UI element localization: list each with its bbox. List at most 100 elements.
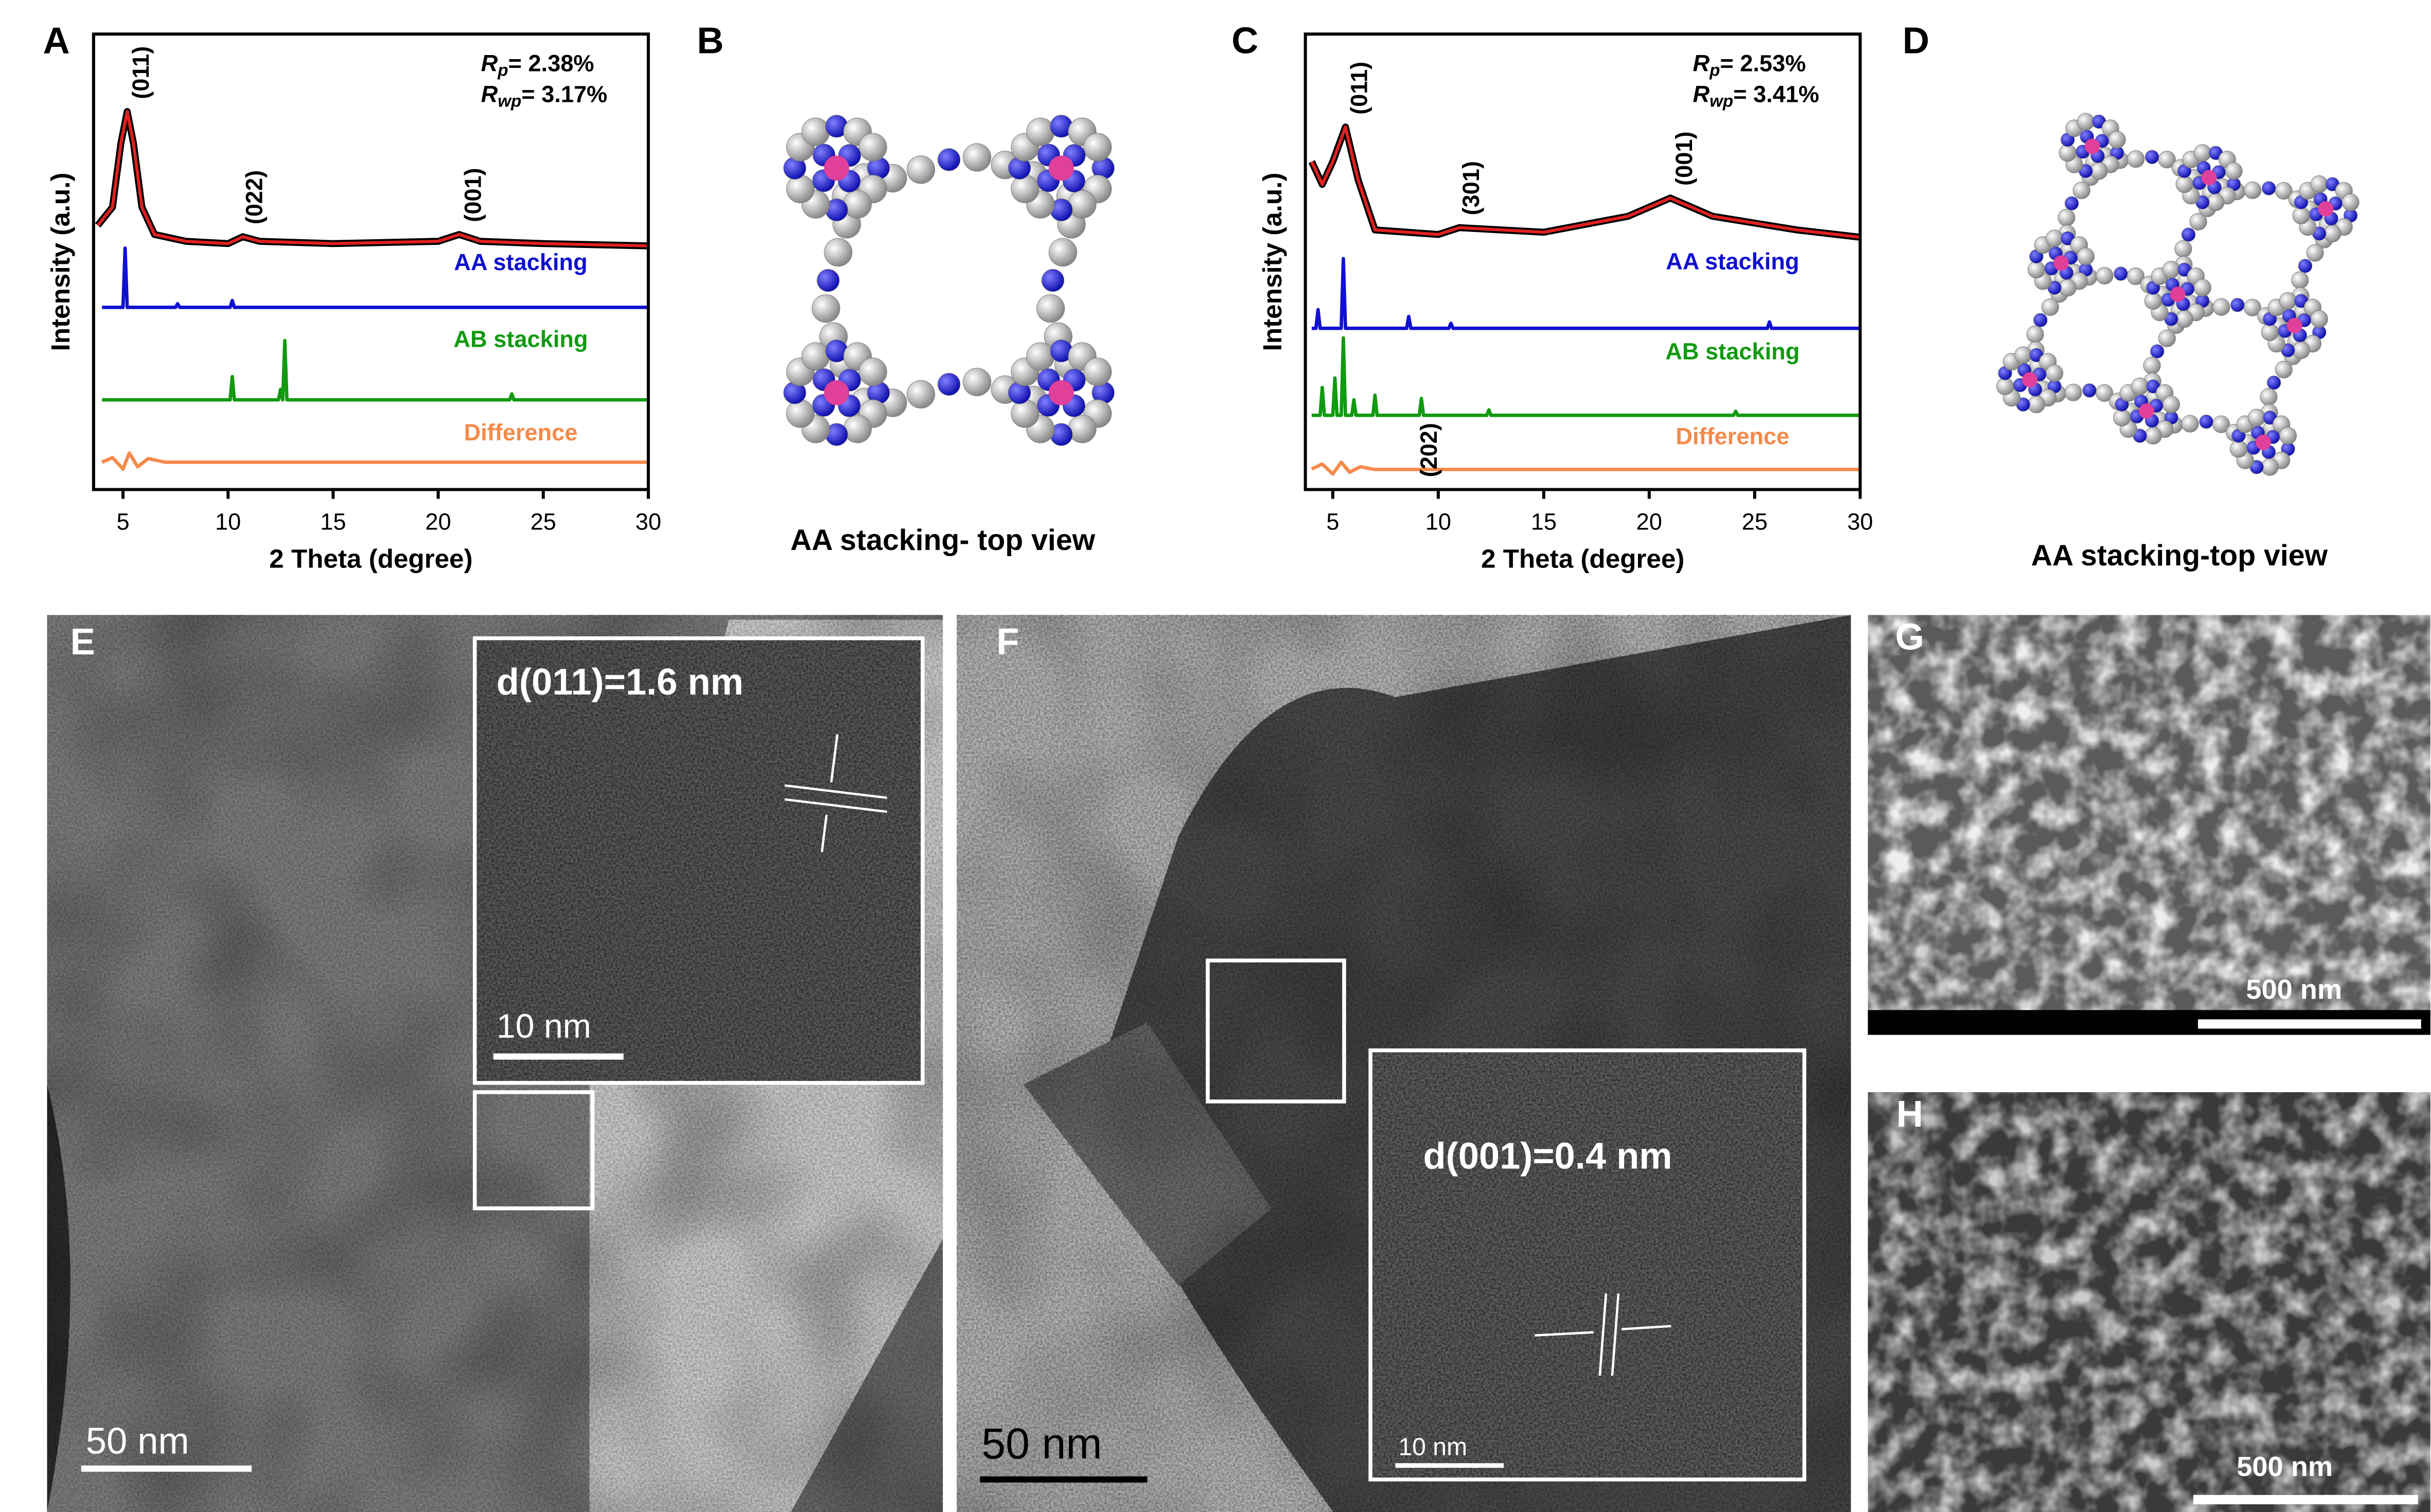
c-atom bbox=[843, 190, 872, 219]
n-atom bbox=[2267, 376, 2281, 390]
c-atom bbox=[858, 133, 887, 162]
c-atom bbox=[2028, 261, 2046, 279]
sem-image-g bbox=[1868, 615, 2430, 1035]
inset-scale: 10 nm bbox=[497, 1007, 591, 1045]
c-atom bbox=[2174, 240, 2192, 258]
c-atom bbox=[906, 380, 936, 408]
series-label: AB stacking bbox=[453, 326, 588, 352]
c-atom bbox=[2108, 131, 2126, 149]
c-atom bbox=[2244, 181, 2262, 199]
c-atom bbox=[963, 143, 992, 172]
c-atom bbox=[2077, 113, 2095, 131]
c-atom bbox=[2127, 268, 2145, 286]
fit-stat: Rwp= 3.17% bbox=[481, 81, 608, 111]
c-atom bbox=[2090, 162, 2108, 180]
n-atom bbox=[2065, 196, 2079, 211]
c-atom bbox=[2144, 426, 2162, 445]
fit-stat: Rp= 2.53% bbox=[1693, 50, 1806, 80]
n-atom bbox=[2150, 344, 2164, 359]
panel-label: C bbox=[1231, 20, 1258, 61]
series-line bbox=[1311, 460, 1860, 476]
n-atom bbox=[2145, 150, 2159, 164]
c-atom bbox=[1083, 358, 1112, 386]
c-atom bbox=[2057, 208, 2075, 226]
c-atom bbox=[1011, 399, 1040, 428]
caption-d: AA stacking-top view bbox=[2031, 539, 2328, 572]
n-atom bbox=[2199, 415, 2213, 429]
series-line bbox=[1310, 125, 1861, 239]
structure-d bbox=[1996, 113, 2359, 476]
c-atom bbox=[2175, 310, 2193, 328]
c-atom bbox=[1068, 190, 1097, 219]
c-atom bbox=[2275, 361, 2293, 379]
peak-label: (011) bbox=[128, 46, 154, 99]
panel-label: F bbox=[996, 621, 1019, 663]
c-atom bbox=[2095, 384, 2113, 402]
c-atom bbox=[2026, 325, 2044, 343]
panel-label: B bbox=[697, 20, 724, 61]
n-atom bbox=[1041, 269, 1065, 292]
c-atom bbox=[2244, 298, 2262, 316]
series-label: AB stacking bbox=[1665, 339, 1800, 365]
metal-center bbox=[824, 155, 850, 181]
x-tick-label: 15 bbox=[1531, 509, 1557, 535]
inset-label: d(011)=1.6 nm bbox=[497, 662, 744, 703]
y-axis-label: Intensity (a.u.) bbox=[1258, 172, 1287, 351]
c-atom bbox=[2341, 193, 2359, 211]
scale-label: 50 nm bbox=[86, 1421, 189, 1462]
c-atom bbox=[2113, 408, 2131, 426]
n-atom bbox=[2181, 227, 2196, 242]
c-atom bbox=[906, 155, 936, 184]
peak-label: (001) bbox=[460, 168, 486, 222]
c-atom bbox=[2291, 271, 2309, 289]
scale-label: 500 nm bbox=[2246, 974, 2342, 1005]
metal-center bbox=[824, 380, 850, 405]
c-atom bbox=[2310, 175, 2328, 193]
n-atom bbox=[937, 372, 961, 396]
c-atom bbox=[2261, 323, 2279, 341]
c-atom bbox=[2041, 298, 2059, 316]
peak-label: (202) bbox=[1416, 423, 1442, 477]
x-tick-label: 20 bbox=[425, 509, 451, 535]
x-tick-label: 10 bbox=[215, 509, 241, 535]
c-atom bbox=[2046, 229, 2064, 247]
series-line bbox=[1311, 336, 1860, 417]
c-atom bbox=[2028, 396, 2046, 414]
c-atom bbox=[2144, 292, 2162, 310]
c-atom bbox=[2127, 150, 2145, 168]
scale-label: 50 nm bbox=[981, 1419, 1102, 1468]
x-tick-label: 30 bbox=[636, 509, 661, 535]
peak-label: (011) bbox=[1346, 62, 1372, 115]
c-atom bbox=[2292, 206, 2310, 224]
c-atom bbox=[1026, 342, 1055, 371]
c-atom bbox=[2058, 144, 2076, 162]
metal-center bbox=[1048, 155, 1074, 181]
c-atom bbox=[1011, 174, 1040, 203]
c-atom bbox=[2248, 408, 2266, 426]
metal-center bbox=[2022, 372, 2038, 388]
peak-label: (301) bbox=[1458, 161, 1484, 215]
c-atom bbox=[2193, 279, 2212, 297]
x-axis-label: 2 Theta (degree) bbox=[269, 544, 472, 574]
c-atom bbox=[2095, 266, 2113, 284]
metal-center bbox=[2139, 403, 2155, 419]
series-line bbox=[102, 246, 648, 309]
series-line bbox=[101, 451, 648, 471]
c-atom bbox=[2310, 310, 2328, 328]
c-atom bbox=[2058, 279, 2076, 297]
peak-label: (001) bbox=[1671, 131, 1697, 185]
n-atom bbox=[2033, 313, 2048, 327]
c-atom bbox=[2212, 298, 2230, 316]
n-atom bbox=[2298, 259, 2313, 273]
fit-stat: Rp= 2.38% bbox=[481, 50, 594, 80]
x-tick-label: 10 bbox=[1425, 509, 1451, 535]
panel-label: G bbox=[1895, 617, 1924, 658]
series-label: Difference bbox=[1676, 423, 1789, 449]
series-line bbox=[96, 110, 648, 247]
n-atom bbox=[2230, 298, 2245, 312]
n-atom bbox=[817, 269, 840, 292]
x-tick-label: 15 bbox=[320, 509, 346, 535]
x-tick-label: 5 bbox=[1326, 509, 1339, 535]
c-atom bbox=[1068, 415, 1097, 443]
n-atom bbox=[2262, 181, 2276, 195]
